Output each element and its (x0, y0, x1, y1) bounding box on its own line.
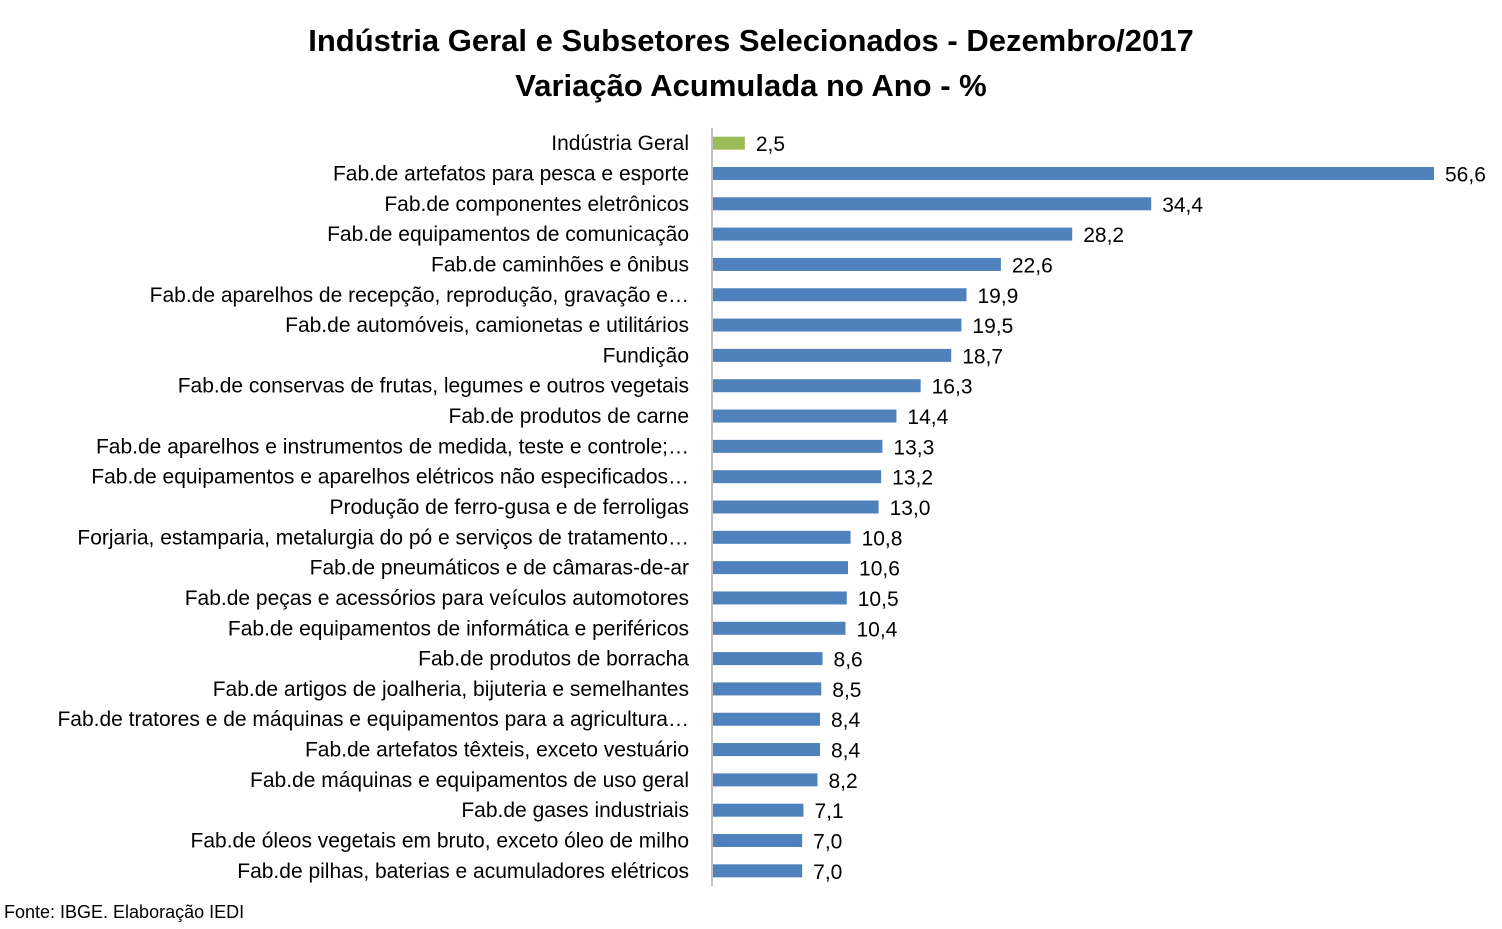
category-label: Indústria Geral (551, 132, 689, 155)
data-label: 13,0 (890, 497, 931, 520)
category-label: Fab.de aparelhos de recepção, reprodução… (150, 284, 689, 307)
bar (713, 288, 967, 302)
data-label: 10,8 (862, 527, 903, 550)
category-label: Fab.de caminhões e ônibus (431, 253, 689, 276)
data-label: 13,2 (892, 467, 933, 490)
category-label: Fab.de produtos de borracha (418, 648, 689, 671)
data-label: 10,6 (859, 558, 900, 581)
bar (713, 318, 962, 332)
data-label: 13,3 (893, 436, 934, 459)
data-label: 19,5 (972, 315, 1013, 338)
category-label: Fab.de peças e acessórios para veículos … (185, 587, 689, 610)
bar (713, 227, 1073, 241)
bar (713, 379, 921, 393)
data-label: 10,5 (858, 588, 899, 611)
data-label: 10,4 (856, 618, 897, 641)
bar (713, 409, 897, 423)
category-label: Fab.de equipamentos e aparelhos elétrico… (91, 466, 689, 489)
data-label: 8,4 (831, 740, 861, 763)
category-label: Fab.de tratores e de máquinas e equipame… (57, 708, 689, 731)
category-label: Fab.de gases industriais (461, 799, 689, 822)
bar (713, 530, 851, 544)
data-label: 7,1 (814, 800, 843, 823)
category-label: Fab.de aparelhos e instrumentos de medid… (96, 435, 689, 458)
category-label: Fab.de máquinas e equipamentos de uso ge… (250, 769, 689, 792)
data-label: 8,6 (834, 649, 863, 672)
bar (713, 166, 1434, 180)
bars-group: Indústria Geral 2,5 Fab.de artefatos para … (57, 132, 1485, 884)
data-label: 7,0 (813, 831, 842, 854)
data-label: 2,5 (756, 133, 785, 156)
bar (713, 682, 822, 696)
bar (713, 470, 882, 484)
bar (713, 712, 821, 726)
category-label: Fab.de componentes eletrônicos (384, 193, 689, 216)
bar (713, 743, 821, 757)
data-label: 28,2 (1083, 224, 1124, 247)
category-label: Fab.de artigos de joalheria, bijuteria e… (213, 678, 689, 701)
bar (713, 834, 803, 848)
category-label: Fab.de artefatos têxteis, exceto vestuár… (305, 739, 689, 762)
data-label: 34,4 (1162, 194, 1203, 217)
bar (713, 136, 745, 150)
bar (713, 864, 803, 878)
bar (713, 591, 847, 605)
category-label: Fab.de artefatos para pesca e esporte (333, 162, 689, 185)
data-label: 16,3 (932, 376, 973, 399)
category-label: Fab.de pneumáticos e de câmaras-de-ar (310, 557, 689, 580)
bar (713, 197, 1152, 211)
data-label: 8,4 (831, 709, 861, 732)
data-label: 8,2 (828, 770, 857, 793)
bar (713, 621, 846, 635)
category-label: Forjaria, estamparia, metalurgia do pó e… (77, 526, 689, 549)
bar (713, 773, 818, 787)
data-label: 56,6 (1445, 163, 1486, 186)
bar (713, 348, 952, 362)
category-label: Fab.de equipamentos de comunicação (327, 223, 689, 246)
data-label: 8,5 (832, 679, 861, 702)
bar (713, 652, 823, 666)
category-label: Fab.de conservas de frutas, legumes e ou… (178, 375, 689, 398)
chart-title: Indústria Geral e Subsetores Selecionado… (308, 23, 1194, 58)
category-label: Fundição (603, 344, 689, 367)
source-note: Fonte: IBGE. Elaboração IEDI (4, 902, 245, 922)
category-label: Fab.de automóveis, camionetas e utilitár… (285, 314, 689, 337)
category-label: Fab.de equipamentos de informática e per… (228, 617, 689, 640)
data-label: 7,0 (813, 861, 842, 884)
category-label: Produção de ferro-gusa e de ferroligas (329, 496, 689, 519)
bar (713, 803, 804, 817)
bar (713, 257, 1001, 271)
category-label: Fab.de pilhas, baterias e acumuladores e… (237, 860, 689, 883)
chart-subtitle: Variação Acumulada no Ano - % (515, 68, 987, 103)
data-label: 14,4 (907, 406, 948, 429)
bar (713, 561, 849, 575)
data-label: 22,6 (1012, 254, 1053, 277)
data-label: 18,7 (962, 345, 1003, 368)
category-label: Fab.de produtos de carne (449, 405, 690, 428)
bar (713, 500, 879, 514)
bar (713, 439, 883, 453)
category-label: Fab.de óleos vegetais em bruto, exceto ó… (191, 830, 689, 853)
data-label: 19,9 (977, 285, 1018, 308)
